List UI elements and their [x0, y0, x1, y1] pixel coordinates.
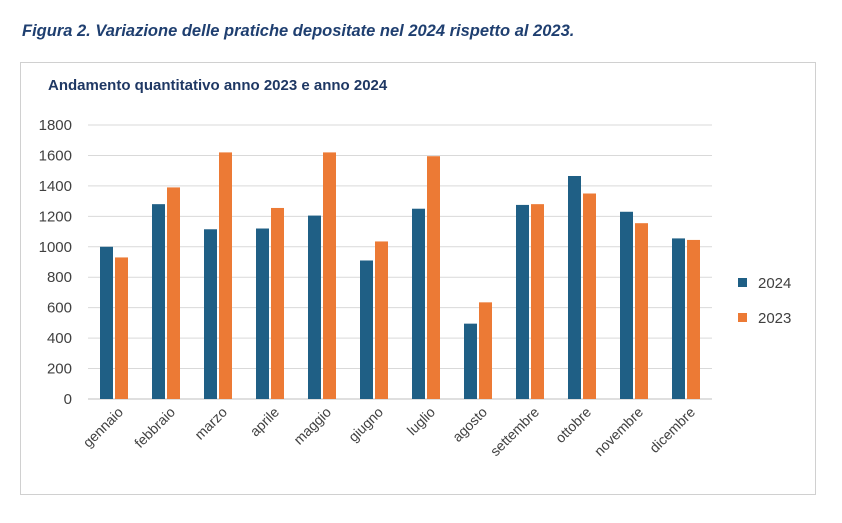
gridlines	[88, 124, 712, 400]
y-tick-label: 1600	[39, 147, 72, 164]
bar-2024-gennaio	[100, 246, 113, 399]
bar-2023-febbraio	[167, 187, 180, 399]
x-tick-label: gennaio	[80, 404, 127, 451]
legend-swatch-2024	[738, 278, 747, 287]
x-tick-label: novembre	[591, 404, 646, 459]
bar-2024-dicembre	[672, 238, 685, 399]
bar-2023-maggio	[323, 152, 336, 399]
y-tick-label: 1000	[39, 239, 72, 256]
bar-2023-luglio	[427, 156, 440, 399]
bar-2024-luglio	[412, 208, 425, 399]
legend: 2024 2023	[738, 275, 791, 327]
bar-2023-aprile	[271, 207, 284, 399]
bar-2023-novembre	[635, 223, 648, 399]
bar-2023-settembre	[531, 204, 544, 399]
bar-2023-dicembre	[687, 239, 700, 399]
x-tick-label: settembre	[487, 404, 542, 459]
bar-2024-febbraio	[152, 204, 165, 399]
x-tick-label: ottobre	[552, 404, 594, 446]
bar-2024-agosto	[464, 323, 477, 399]
x-tick-label: maggio	[290, 404, 334, 448]
bar-2023-gennaio	[115, 257, 128, 399]
bar-2023-agosto	[479, 302, 492, 399]
x-tick-label: febbraio	[131, 404, 178, 451]
bar-2023-ottobre	[583, 193, 596, 399]
bar-2024-ottobre	[568, 175, 581, 399]
bar-2023-giugno	[375, 241, 388, 399]
x-tick-label: marzo	[191, 404, 230, 443]
x-tick-label: aprile	[247, 404, 283, 440]
bar-2024-giugno	[360, 260, 373, 399]
chart-title: Andamento quantitativo anno 2023 e anno …	[48, 77, 388, 94]
y-axis-ticks: 0 200 400 600 800 1000 1200 1400 1600 1800	[39, 117, 72, 408]
y-tick-label: 600	[47, 300, 72, 317]
bar-2023-marzo	[219, 152, 232, 399]
y-tick-label: 0	[64, 391, 72, 408]
bar-2024-marzo	[204, 229, 217, 399]
y-tick-label: 800	[47, 269, 72, 286]
y-tick-label: 1800	[39, 117, 72, 134]
x-tick-label: luglio	[404, 404, 439, 439]
y-tick-label: 1400	[39, 178, 72, 195]
bar-2024-settembre	[516, 204, 529, 399]
y-tick-label: 200	[47, 361, 72, 378]
legend-label-2023: 2023	[758, 310, 791, 327]
legend-label-2024: 2024	[758, 275, 791, 292]
bar-2024-maggio	[308, 215, 321, 399]
bar-2024-novembre	[620, 211, 633, 399]
x-tick-label: giugno	[345, 404, 386, 445]
y-tick-label: 400	[47, 330, 72, 347]
legend-swatch-2023	[738, 313, 747, 322]
bar-2024-aprile	[256, 228, 269, 399]
x-tick-label: agosto	[449, 404, 490, 445]
y-tick-label: 1200	[39, 208, 72, 225]
figure-caption: Figura 2. Variazione delle pratiche depo…	[22, 22, 575, 40]
bars	[100, 152, 700, 399]
x-tick-label: dicembre	[646, 404, 698, 456]
x-axis-ticks: gennaio febbraio marzo aprile maggio giugno lu…	[80, 404, 699, 459]
